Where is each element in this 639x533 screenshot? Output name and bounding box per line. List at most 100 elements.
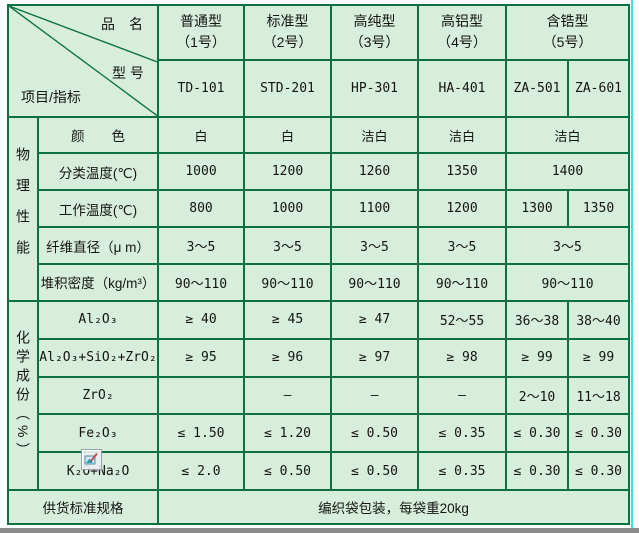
model-cell: ZA-501 bbox=[505, 58, 569, 118]
window-edge-line bbox=[631, 0, 633, 533]
value-cell: 1400 bbox=[504, 152, 631, 192]
product-header: 标准型 （2号） bbox=[243, 4, 332, 61]
spec-table: 品 名 型 号 项目/指标 普通型 （1号） 标准型 （2号） 高纯型 （3号）… bbox=[7, 4, 631, 525]
row-label-al2o3-sio2-zro2: Al₂O₃+SiO₂+ZrO₂ bbox=[37, 337, 159, 378]
value-cell: 1100 bbox=[330, 189, 419, 229]
model-cell: TD-101 bbox=[157, 58, 245, 118]
value-cell: 白 bbox=[243, 115, 332, 155]
value-cell: 3～5 bbox=[417, 226, 507, 265]
value-cell: ≥ 97 bbox=[330, 337, 419, 378]
model-cell: STD-201 bbox=[243, 58, 332, 118]
row-label-color: 颜 色 bbox=[37, 115, 159, 155]
value-cell bbox=[157, 375, 245, 416]
row-label-classification-temp: 分类温度(℃) bbox=[37, 152, 159, 192]
table-row: 供货标准规格 编织袋包装，每袋重20kg bbox=[7, 489, 631, 525]
value-cell: 洁白 bbox=[417, 115, 507, 155]
product-name: 高铝型 bbox=[441, 12, 483, 29]
value-cell: — bbox=[330, 375, 419, 416]
corner-diagonal-lines bbox=[9, 6, 157, 116]
section-physical: 物理性能 bbox=[7, 115, 39, 302]
product-sub: （3号） bbox=[349, 34, 400, 51]
corner-product-label: 品 名 bbox=[101, 16, 143, 32]
value-cell: 90～110 bbox=[157, 262, 245, 302]
value-cell: 90～110 bbox=[330, 262, 419, 302]
product-sub: （1号） bbox=[176, 34, 226, 51]
row-label-bulk-density: 堆积密度（kg/m³） bbox=[37, 262, 159, 302]
table-row: Al₂O₃+SiO₂+ZrO₂ ≥ 95 ≥ 96 ≥ 97 ≥ 98 ≥ 99… bbox=[8, 337, 631, 378]
table-row: ZrO₂ — — — 2～10 11～18 bbox=[8, 375, 631, 416]
value-cell: ≤ 0.50 bbox=[330, 451, 419, 492]
table-row: 化学成份（%） Al₂O₃ ≥ 40 ≥ 45 ≥ 47 52～55 36～38… bbox=[7, 299, 631, 492]
table-row: Fe₂O₃ ≤ 1.50 ≤ 1.20 ≤ 0.50 ≤ 0.35 ≤ 0.30… bbox=[8, 413, 631, 454]
window-bottom-bar bbox=[0, 528, 639, 533]
value-cell: 3～5 bbox=[157, 226, 245, 265]
value-cell: 1200 bbox=[417, 189, 507, 229]
value-cell: ≥ 99 bbox=[566, 337, 631, 378]
table-row: K₂O+Na₂O ≤ 2.0 ≤ 0.50 ≤ 0.50 ≤ 0.35 ≤ 0.… bbox=[8, 449, 631, 492]
product-sub: （2号） bbox=[262, 34, 313, 51]
value-cell: ≤ 1.20 bbox=[243, 413, 332, 454]
value-cell: ≤ 0.30 bbox=[566, 451, 631, 492]
value-cell: ≤ 0.30 bbox=[505, 413, 569, 454]
section-chemical: 化学成份（%） bbox=[7, 299, 39, 492]
value-cell: 11～18 bbox=[566, 375, 631, 416]
product-name: 高纯型 bbox=[353, 12, 396, 29]
table-row: 纤维直径（μ m） 3～5 3～5 3～5 3～5 3～5 bbox=[8, 226, 631, 265]
row-label-working-temp: 工作温度(℃) bbox=[37, 189, 159, 229]
row-label-fe2o3: Fe₂O₃ bbox=[37, 413, 159, 454]
product-header: 普通型 （1号） bbox=[157, 4, 245, 61]
value-cell: 1200 bbox=[243, 152, 332, 192]
section-physical-label: 物理性能 bbox=[15, 146, 31, 271]
value-cell: — bbox=[243, 375, 332, 416]
corner-item-label: 项目/指标 bbox=[21, 89, 81, 105]
value-cell: 90～110 bbox=[243, 262, 332, 302]
table-row: TD-101 STD-201 HP-301 HA-401 ZA-501 ZA-6… bbox=[8, 58, 631, 118]
model-cell: ZA-601 bbox=[566, 58, 631, 118]
value-cell: 52～55 bbox=[417, 299, 507, 340]
value-cell: 800 bbox=[157, 189, 245, 229]
value-cell: 1000 bbox=[157, 152, 245, 192]
value-cell: 3～5 bbox=[330, 226, 419, 265]
value-cell: — bbox=[417, 375, 507, 416]
table-row: 分类温度(℃) 1000 1200 1260 1350 1400 bbox=[8, 152, 631, 192]
value-cell: 3～5 bbox=[243, 226, 332, 265]
value-cell: 白 bbox=[157, 115, 245, 155]
row-label-zro2: ZrO₂ bbox=[37, 375, 159, 416]
product-header: 高铝型 （4号） bbox=[417, 4, 507, 61]
value-cell: ≤ 0.50 bbox=[243, 451, 332, 492]
value-cell: ≤ 0.50 bbox=[330, 413, 419, 454]
row-label-fiber-diameter: 纤维直径（μ m） bbox=[37, 226, 159, 265]
row-label-k2o-na2o: K₂O+Na₂O bbox=[37, 449, 159, 492]
value-cell: 洁白 bbox=[504, 115, 631, 155]
value-cell: 90～110 bbox=[417, 262, 507, 302]
product-header: 含锆型 （5号） bbox=[504, 4, 631, 61]
value-cell: 38～40 bbox=[566, 299, 631, 340]
table-row: 物理性能 颜 色 白 白 洁白 洁白 洁白 bbox=[7, 115, 631, 302]
product-name: 含锆型 bbox=[546, 12, 589, 29]
value-cell: ≥ 45 bbox=[243, 299, 332, 340]
supply-spec-label: 供货标准规格 bbox=[7, 489, 159, 525]
value-cell: ≥ 40 bbox=[157, 299, 245, 340]
product-sub: （4号） bbox=[437, 34, 487, 51]
product-sub: （5号） bbox=[542, 34, 593, 51]
row-label-al2o3: Al₂O₃ bbox=[37, 299, 159, 340]
value-cell: 90～110 bbox=[504, 262, 631, 302]
table-row: 品 名 型 号 项目/指标 普通型 （1号） 标准型 （2号） 高纯型 （3号）… bbox=[7, 4, 631, 118]
value-cell: ≤ 0.35 bbox=[417, 413, 507, 454]
model-cell: HP-301 bbox=[330, 58, 419, 118]
value-cell: ≤ 0.30 bbox=[505, 451, 569, 492]
model-cell: HA-401 bbox=[417, 58, 507, 118]
product-name: 标准型 bbox=[266, 12, 309, 29]
product-header: 高纯型 （3号） bbox=[330, 4, 419, 61]
value-cell: ≥ 47 bbox=[330, 299, 419, 340]
table-row: 工作温度(℃) 800 1000 1100 1200 1300 1350 bbox=[8, 189, 631, 229]
embedded-image-icon[interactable] bbox=[81, 449, 102, 471]
product-name: 普通型 bbox=[180, 12, 222, 29]
value-cell: ≤ 0.30 bbox=[566, 413, 631, 454]
value-cell: ≥ 95 bbox=[157, 337, 245, 378]
corner-cell: 品 名 型 号 项目/指标 bbox=[7, 4, 159, 118]
value-cell: 1000 bbox=[243, 189, 332, 229]
table-row: 堆积密度（kg/m³） 90～110 90～110 90～110 90～110 … bbox=[8, 262, 631, 302]
section-chemical-label: 化学成份（%） bbox=[15, 329, 31, 462]
